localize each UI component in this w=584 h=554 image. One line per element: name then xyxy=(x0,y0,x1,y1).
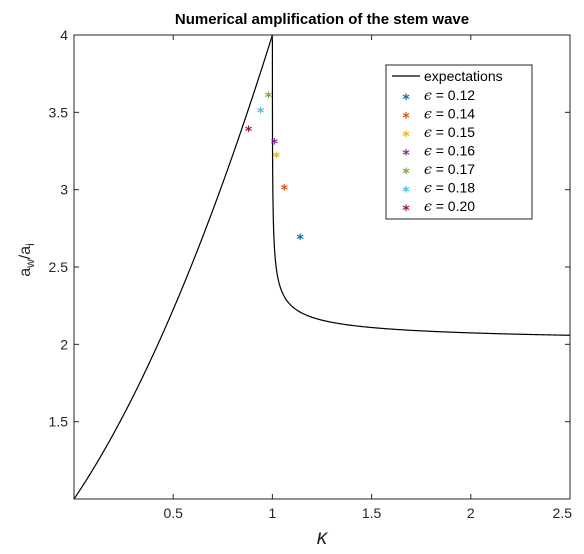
data-point-1: * xyxy=(297,232,305,248)
legend-value-4: = 0.16 xyxy=(432,143,475,159)
legend-value-6: = 0.18 xyxy=(432,180,475,196)
legend-label-3: ϵ = 0.15 xyxy=(424,124,475,141)
y-axis-label-main: a xyxy=(17,268,34,277)
legend-label-expectations: expectations xyxy=(424,68,503,84)
legend-epsilon-4: ϵ xyxy=(424,144,432,160)
expectations-curve-left xyxy=(73,34,273,500)
legend-value-7: = 0.20 xyxy=(432,198,475,214)
x-tick-label-1: 0.5 xyxy=(163,505,183,521)
data-point-6: * xyxy=(257,105,265,121)
legend-marker-2: * xyxy=(402,111,410,127)
legend-entries: * ϵ = 0.12 * ϵ = 0.14 * ϵ = 0.15 * ϵ = 0.16 * ϵ =… xyxy=(402,87,475,219)
y-tick-label-1: 1.5 xyxy=(49,414,69,430)
y-axis-label-sub-i: i xyxy=(23,243,37,246)
x-tick-label-2: 1 xyxy=(269,505,277,521)
legend-label-6: ϵ = 0.18 xyxy=(424,180,475,197)
x-tick-label-4: 2 xyxy=(467,505,475,521)
x-tick-label-5: 2.5 xyxy=(553,505,573,521)
data-point-7: * xyxy=(245,124,253,140)
legend-box xyxy=(385,64,533,220)
legend-marker-1: * xyxy=(402,92,410,108)
legend-marker-5: * xyxy=(402,166,410,182)
y-tick-label-3: 2.5 xyxy=(49,259,69,275)
legend-marker-4: * xyxy=(402,148,410,164)
legend-epsilon-7: ϵ xyxy=(424,199,432,215)
y-tick-label-2: 2 xyxy=(60,336,68,352)
y-tick-label-6: 4 xyxy=(60,27,68,43)
legend-label-7: ϵ = 0.20 xyxy=(424,198,475,215)
x-axis-label: κ xyxy=(317,526,329,549)
legend-epsilon-1: ϵ xyxy=(424,88,432,104)
legend-epsilon-5: ϵ xyxy=(424,162,432,178)
legend-label-4: ϵ = 0.16 xyxy=(424,143,475,160)
y-tick-label-5: 3.5 xyxy=(49,104,69,120)
expectations-curve-layer xyxy=(73,34,571,500)
data-point-5: * xyxy=(265,90,273,106)
legend-label-1: ϵ = 0.12 xyxy=(424,87,475,104)
legend-value-5: = 0.17 xyxy=(432,161,475,177)
legend-epsilon-3: ϵ xyxy=(424,125,432,141)
data-point-3: * xyxy=(273,150,281,166)
y-axis-label: aw/ai xyxy=(17,243,37,277)
legend-label-2: ϵ = 0.14 xyxy=(424,106,475,123)
y-tick-label-4: 3 xyxy=(60,182,68,198)
legend-value-2: = 0.14 xyxy=(432,106,475,122)
data-points-layer: ******* xyxy=(245,90,305,248)
legend: expectations * ϵ = 0.12 * ϵ = 0.14 * ϵ = 0.15… xyxy=(385,64,533,220)
legend-marker-7: * xyxy=(402,203,410,219)
legend-marker-6: * xyxy=(402,185,410,201)
legend-label-5: ϵ = 0.17 xyxy=(424,161,475,178)
legend-epsilon-6: ϵ xyxy=(424,181,432,197)
data-point-4: * xyxy=(271,136,279,152)
y-axis-label-sep: /a xyxy=(17,246,34,259)
axis-ticks-layer: 0.5 1 1.5 2 2.5 1.5 2 2.5 3 3.5 4 xyxy=(49,27,573,521)
legend-epsilon-2: ϵ xyxy=(424,107,432,123)
expectations-curve-right xyxy=(271,34,571,336)
legend-value-1: = 0.12 xyxy=(432,87,475,103)
legend-value-3: = 0.15 xyxy=(432,124,475,140)
y-axis-label-sub-w: w xyxy=(23,259,37,269)
x-tick-label-3: 1.5 xyxy=(362,505,382,521)
chart-title: Numerical amplification of the stem wave xyxy=(175,11,469,28)
legend-marker-3: * xyxy=(402,129,410,145)
data-point-2: * xyxy=(281,183,289,199)
